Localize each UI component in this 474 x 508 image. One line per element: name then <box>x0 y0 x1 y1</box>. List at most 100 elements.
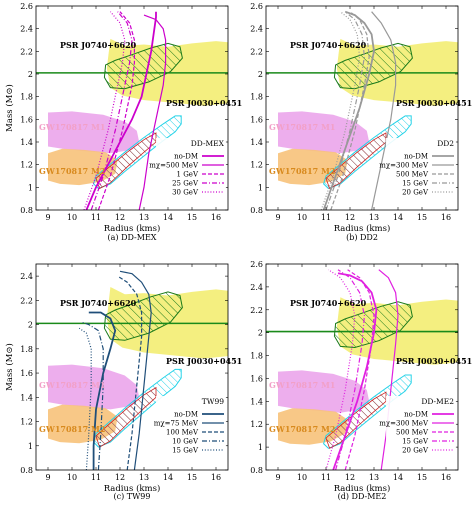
series-curve-5 <box>320 11 361 210</box>
x-tick-label: 16 <box>441 213 451 222</box>
plot-area <box>36 270 228 470</box>
y-tick-label: 2.4 <box>250 283 263 292</box>
legend-title: DD-MEX <box>191 139 225 148</box>
series-curve-1 <box>88 311 117 470</box>
x-tick-label: 12 <box>115 473 125 482</box>
x-tick-label: 12 <box>115 213 125 222</box>
y-tick-label: 2 <box>28 321 33 330</box>
x-tick-label: 13 <box>139 473 149 482</box>
series-curve-2 <box>371 11 397 210</box>
psr-j0740-contour <box>333 42 413 90</box>
annotation-gw-m1: GW170817 M1 <box>39 380 105 390</box>
y-tick-label: 2.2 <box>20 47 33 56</box>
annotation-gw-m2: GW170817 M2 <box>39 166 105 176</box>
x-tick-label: 11 <box>321 213 331 222</box>
series-curve-4 <box>81 321 104 470</box>
annotation-psr-j0740: PSR J0740+6620 <box>60 298 137 308</box>
x-tick-label: 9 <box>275 473 280 482</box>
annotation-psr-j0030: PSR J0030+0451 <box>396 98 472 108</box>
y-tick-label: 1 <box>258 183 263 192</box>
annotation-gw-m2: GW170817 M2 <box>269 424 335 434</box>
series-curve-2 <box>138 14 167 210</box>
legend-background <box>386 138 456 198</box>
x-tick-label: 11 <box>321 473 331 482</box>
y-tick-label: 1.6 <box>20 369 33 378</box>
legend-background <box>156 138 226 198</box>
y-tick-label: 1.8 <box>250 352 263 361</box>
y-tick-label: 1.8 <box>20 345 33 354</box>
series-curve-1 <box>322 10 375 210</box>
annotation-psr-j0030: PSR J0030+0451 <box>166 356 242 366</box>
legend-label: mχ=300 MeV <box>379 162 429 170</box>
x-tick-label: 10 <box>67 213 77 222</box>
annotation-gw-m1: GW170817 M1 <box>39 122 105 132</box>
panel-caption: (d) DD-ME2 <box>338 492 387 501</box>
annotation-psr-j0740: PSR J0740+6620 <box>290 298 367 308</box>
y-tick-label: 1 <box>28 183 33 192</box>
series-curve-1 <box>332 272 378 470</box>
series-curve-5 <box>325 269 356 470</box>
y-tick-label: 1.8 <box>250 93 263 102</box>
legend-background <box>156 396 226 456</box>
y-tick-label: 1.2 <box>250 161 263 170</box>
y-tick-label: 2.2 <box>250 306 263 315</box>
x-tick-label: 13 <box>369 473 379 482</box>
annotation-psr-j0030: PSR J0030+0451 <box>396 356 472 366</box>
annotation-psr-j0740: PSR J0740+6620 <box>290 40 367 50</box>
x-tick-label: 13 <box>369 213 379 222</box>
annotation-gw-m1: GW170817 M1 <box>269 380 335 390</box>
x-axis-label: Radius (kms) <box>104 483 161 494</box>
legend-label: mχ=75 MeV <box>154 420 199 428</box>
legend-label: 10 GeV <box>172 438 199 446</box>
y-tick-label: 0.8 <box>250 206 263 215</box>
x-tick-label: 10 <box>297 213 307 222</box>
y-tick-label: 0.8 <box>20 206 33 215</box>
y-tick-label: 1 <box>28 442 33 451</box>
x-tick-label: 15 <box>187 473 197 482</box>
legend-label: 500 MeV <box>396 171 429 179</box>
x-tick-label: 15 <box>187 213 197 222</box>
legend-label: 1 GeV <box>177 171 199 179</box>
legend-label: 25 GeV <box>172 180 199 188</box>
series-curve-2 <box>119 270 152 470</box>
y-tick-label: 0.8 <box>250 466 263 475</box>
x-tick-label: 10 <box>297 473 307 482</box>
y-tick-label: 2.6 <box>250 260 263 269</box>
legend-label: 15 GeV <box>172 447 199 455</box>
x-tick-label: 9 <box>275 213 280 222</box>
legend-label: 15 GeV <box>402 438 429 446</box>
chart-panel-1: 9 10 11 12 13 14 15 16 0.8 1 1.2 1.4 1.6 1.8 2 2.2 2.4 2.… <box>4 2 242 242</box>
series-curve-4 <box>335 269 366 470</box>
x-tick-label: 9 <box>45 213 50 222</box>
y-tick-label: 2 <box>258 70 263 79</box>
annotation-gw-m1: GW170817 M1 <box>269 122 335 132</box>
x-axis-label: Radius (kms) <box>104 223 161 234</box>
x-tick-label: 11 <box>91 473 101 482</box>
legend-title: TW99 <box>202 397 224 406</box>
x-tick-label: 14 <box>163 213 173 222</box>
y-tick-label: 1.2 <box>20 418 33 427</box>
plot-frame <box>265 263 459 471</box>
psr-j0740-contour <box>103 42 183 90</box>
x-tick-label: 15 <box>417 473 427 482</box>
series-curve-3 <box>97 11 135 210</box>
series-curve-5 <box>83 11 126 210</box>
gw170817-m1-region <box>48 111 140 154</box>
x-tick-label: 14 <box>393 473 403 482</box>
legend-label: mχ=300 MeV <box>379 420 429 428</box>
x-tick-label: 15 <box>417 213 427 222</box>
chart-panel-4: 9 10 11 12 13 14 15 16 0.8 1 1.2 1.4 1.6 1.8 2 2.2 2.4 2.… <box>250 260 472 501</box>
legend-label: no-DM <box>174 411 198 419</box>
legend-label: 15 GeV <box>402 180 429 188</box>
series-curve-3 <box>330 11 370 210</box>
legend-label: 20 GeV <box>402 189 429 197</box>
gw170817-m1-region <box>48 364 140 410</box>
chart-panel-2: 9 10 11 12 13 14 15 16 0.8 1 1.2 1.4 1.6 1.8 2 2.2 2.4 2.… <box>250 2 472 242</box>
legend-title: DD2 <box>437 139 454 148</box>
annotation-psr-j0740: PSR J0740+6620 <box>60 40 137 50</box>
y-tick-label: 2.4 <box>250 25 263 34</box>
y-tick-label: 1.6 <box>20 115 33 124</box>
